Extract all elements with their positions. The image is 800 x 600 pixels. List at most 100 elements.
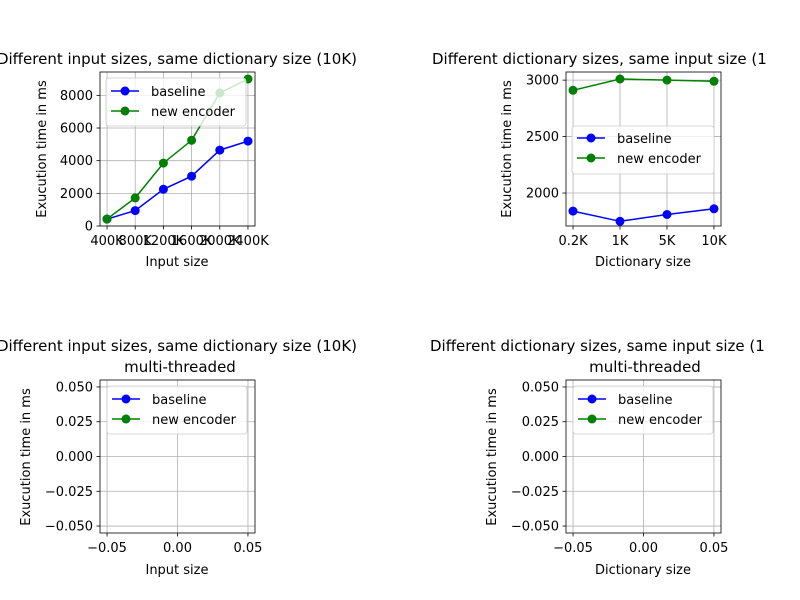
legend-label-baseline: baseline	[617, 132, 671, 147]
data-point-baseline	[615, 216, 625, 226]
x-tick-label: 400K	[90, 234, 124, 249]
series-lines	[572, 78, 715, 223]
x-tick-label: −0.05	[553, 541, 593, 556]
y-tick-label: 4000	[60, 154, 93, 169]
data-point-new-encoder	[187, 135, 197, 145]
legend: baseline new encoder	[105, 77, 247, 127]
legend-box	[572, 385, 714, 435]
x-tick-label: 1K	[612, 234, 629, 249]
series-points	[102, 74, 253, 224]
x-tick-label: 1600K	[171, 234, 213, 249]
x-tick-label: 0.05	[699, 541, 728, 556]
legend-marker-baseline	[121, 394, 131, 404]
legend-label-baseline: baseline	[152, 393, 206, 408]
x-ticks: −0.05 0.00 0.05	[87, 533, 262, 556]
chart-title: Different dictionary sizes, same input s…	[432, 50, 767, 68]
legend-marker-new-encoder	[587, 414, 597, 424]
series-line-baseline	[572, 208, 715, 223]
x-tick-label: 2000K	[199, 234, 241, 249]
x-axis-label: Dictionary size	[595, 255, 691, 270]
y-tick-label: −0.050	[45, 520, 93, 535]
data-point-baseline	[243, 136, 253, 146]
y-tick-label: 0.050	[56, 380, 93, 395]
data-point-baseline	[568, 206, 578, 216]
legend-marker-new-encoder	[586, 153, 596, 163]
data-point-baseline	[709, 204, 719, 214]
chart-subtitle: multi-threaded	[589, 358, 701, 376]
y-ticks: 2000 2500 3000	[526, 74, 566, 202]
legend-marker-new-encoder	[120, 106, 130, 116]
y-tick-label: −0.050	[511, 520, 559, 535]
legend: baseline new encoder	[571, 125, 715, 175]
legend-marker-new-encoder	[121, 414, 131, 424]
chart-title: Different input sizes, same dictionary s…	[0, 50, 357, 68]
plot-frame	[99, 71, 256, 227]
x-tick-label: −0.05	[87, 541, 127, 556]
data-point-new-encoder	[709, 76, 719, 86]
legend-box	[105, 77, 247, 127]
data-point-new-encoder	[615, 74, 625, 84]
legend-marker-baseline	[587, 394, 597, 404]
data-point-baseline	[158, 184, 168, 194]
y-axis-label: Exucution time in ms	[35, 80, 50, 218]
x-tick-label: 1200K	[143, 234, 185, 249]
series-line-new-encoder	[572, 78, 715, 92]
x-tick-label: 0.00	[163, 541, 192, 556]
y-tick-label: 8000	[60, 89, 93, 104]
y-tick-label: 3000	[526, 74, 559, 89]
legend-label-new-encoder: new encoder	[618, 413, 703, 428]
legend-label-new-encoder: new encoder	[151, 105, 236, 120]
legend: baseline new encoder	[572, 385, 714, 435]
legend-marker-baseline	[120, 86, 130, 96]
chart-title: Different input sizes, same dictionary s…	[0, 337, 357, 355]
x-axis-label: Dictionary size	[595, 563, 691, 578]
y-tick-label: 6000	[60, 122, 93, 137]
y-ticks: −0.050 −0.025 0.000 0.025 0.050	[511, 380, 566, 535]
y-tick-label: 0.000	[522, 450, 559, 465]
y-axis-label: Exucution time in ms	[19, 388, 34, 526]
data-point-new-encoder	[568, 85, 578, 95]
panel-input-size-multithreaded: −0.05 0.00 0.05 −0.050 −0.025 0.000 0.025 0.05…	[0, 337, 357, 578]
y-tick-label: 0.025	[522, 415, 559, 430]
y-tick-label: 0.000	[56, 450, 93, 465]
y-tick-label: 0.050	[522, 380, 559, 395]
x-tick-label: 2400K	[227, 234, 269, 249]
y-axis-label: Exucution time in ms	[500, 80, 515, 218]
legend-label-baseline: baseline	[151, 85, 205, 100]
y-tick-label: −0.025	[511, 485, 559, 500]
legend-marker-baseline	[586, 133, 596, 143]
data-point-new-encoder	[130, 193, 140, 203]
data-point-new-encoder	[102, 214, 112, 224]
y-ticks: 0 2000 4000 6000 8000	[60, 89, 100, 235]
legend-label-baseline: baseline	[618, 393, 672, 408]
x-ticks: −0.05 0.00 0.05	[553, 533, 728, 556]
legend: baseline new encoder	[106, 385, 248, 435]
legend-box	[571, 125, 715, 175]
panel-dictionary-size-multithreaded: −0.05 0.00 0.05 −0.050 −0.025 0.000 0.025 0.05…	[430, 337, 765, 578]
x-tick-label: 5K	[659, 234, 676, 249]
y-tick-label: 2500	[526, 130, 559, 145]
x-tick-label: 0.00	[629, 541, 658, 556]
x-tick-label: 0.2K	[558, 234, 588, 249]
x-tick-label: 800K	[119, 234, 153, 249]
data-point-baseline	[662, 210, 672, 219]
data-point-baseline	[130, 206, 140, 216]
y-tick-label: 0.025	[56, 415, 93, 430]
y-tick-label: 0	[85, 220, 93, 235]
data-point-baseline	[187, 171, 197, 181]
plot-frame	[565, 71, 722, 227]
legend-box	[106, 385, 248, 435]
y-axis-label: Exucution time in ms	[485, 388, 500, 526]
chart-subtitle: multi-threaded	[124, 358, 236, 376]
y-tick-label: 2000	[526, 187, 559, 202]
x-tick-label: 10K	[701, 234, 727, 249]
data-point-new-encoder	[662, 75, 672, 85]
x-ticks: 0.2K 1K 5K 10K	[558, 226, 727, 249]
x-tick-label: 0.05	[233, 541, 262, 556]
data-point-new-encoder	[158, 158, 168, 168]
series-line-baseline	[106, 140, 249, 220]
y-tick-label: −0.025	[45, 485, 93, 500]
x-axis-label: Input size	[145, 255, 208, 270]
